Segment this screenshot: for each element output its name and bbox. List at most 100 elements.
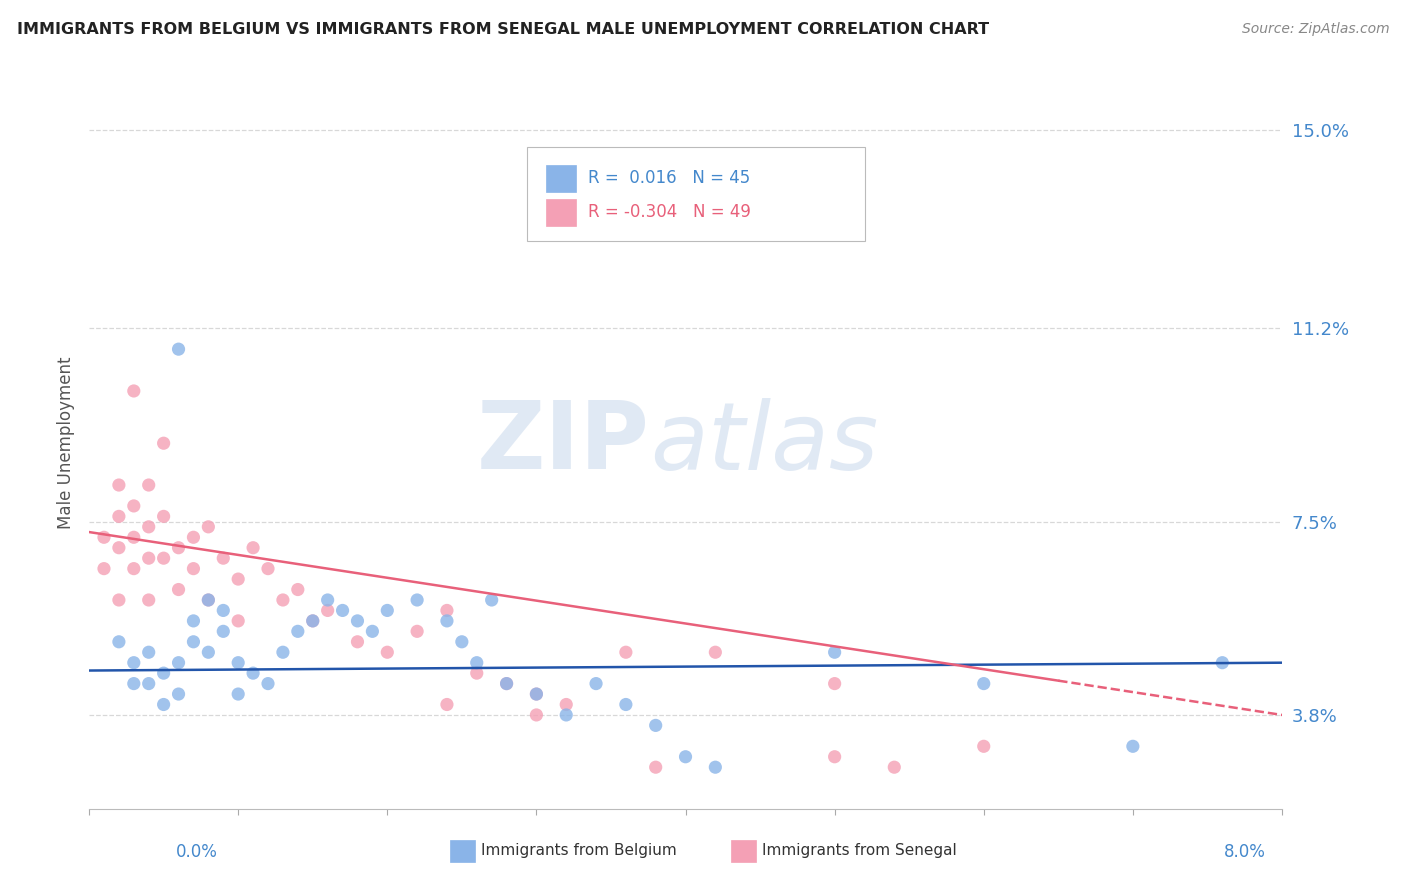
Point — [316, 593, 339, 607]
Point — [526, 708, 548, 723]
Text: Immigrants from Senegal: Immigrants from Senegal — [762, 843, 957, 857]
Point — [704, 760, 727, 774]
Point — [465, 656, 488, 670]
Text: Source: ZipAtlas.com: Source: ZipAtlas.com — [1241, 22, 1389, 37]
Point — [704, 645, 727, 659]
Point — [226, 656, 249, 670]
Point — [346, 634, 368, 648]
Point — [122, 384, 145, 398]
Point — [301, 614, 323, 628]
Point — [1211, 656, 1233, 670]
Point — [555, 698, 578, 712]
Point — [152, 509, 174, 524]
Point — [122, 676, 145, 690]
Text: Immigrants from Belgium: Immigrants from Belgium — [481, 843, 676, 857]
Point — [122, 656, 145, 670]
Point — [316, 603, 339, 617]
Point — [167, 687, 190, 701]
Text: R =  0.016   N = 45: R = 0.016 N = 45 — [588, 169, 749, 187]
Point — [212, 551, 235, 566]
Point — [465, 666, 488, 681]
Point — [108, 634, 131, 648]
Point — [108, 541, 131, 555]
Point — [183, 634, 205, 648]
Point — [883, 760, 905, 774]
Point — [138, 520, 160, 534]
Point — [257, 676, 280, 690]
Point — [346, 614, 368, 628]
Point — [973, 676, 995, 690]
Point — [167, 342, 190, 356]
Point — [197, 593, 219, 607]
Point — [824, 676, 846, 690]
Point — [450, 634, 472, 648]
Point — [152, 551, 174, 566]
Text: 8.0%: 8.0% — [1223, 843, 1265, 861]
Text: atlas: atlas — [650, 398, 877, 489]
Point — [973, 739, 995, 754]
Text: 0.0%: 0.0% — [176, 843, 218, 861]
Point — [138, 478, 160, 492]
Point — [152, 436, 174, 450]
Point — [526, 687, 548, 701]
Point — [138, 676, 160, 690]
Point — [287, 624, 309, 639]
Point — [197, 520, 219, 534]
Point — [242, 666, 264, 681]
Point — [183, 561, 205, 575]
Y-axis label: Male Unemployment: Male Unemployment — [58, 357, 75, 530]
Point — [138, 593, 160, 607]
Point — [481, 593, 503, 607]
Point — [332, 603, 354, 617]
Point — [226, 687, 249, 701]
Point — [614, 698, 637, 712]
Point — [226, 614, 249, 628]
Point — [555, 708, 578, 723]
Point — [226, 572, 249, 586]
Point — [675, 749, 697, 764]
Point — [1122, 739, 1144, 754]
Point — [301, 614, 323, 628]
Point — [526, 687, 548, 701]
Point — [167, 582, 190, 597]
Point — [614, 645, 637, 659]
Point — [152, 666, 174, 681]
Point — [138, 645, 160, 659]
Point — [93, 530, 115, 544]
Point — [152, 698, 174, 712]
Point — [122, 530, 145, 544]
Point — [93, 561, 115, 575]
Point — [585, 676, 607, 690]
Point — [436, 603, 458, 617]
Point — [108, 593, 131, 607]
Point — [375, 603, 398, 617]
Point — [108, 509, 131, 524]
Point — [122, 561, 145, 575]
Point — [824, 645, 846, 659]
Point — [183, 530, 205, 544]
Point — [167, 541, 190, 555]
Point — [406, 593, 429, 607]
Point — [271, 645, 294, 659]
Point — [167, 656, 190, 670]
Text: IMMIGRANTS FROM BELGIUM VS IMMIGRANTS FROM SENEGAL MALE UNEMPLOYMENT CORRELATION: IMMIGRANTS FROM BELGIUM VS IMMIGRANTS FR… — [17, 22, 988, 37]
Point — [495, 676, 517, 690]
Point — [212, 624, 235, 639]
Point — [108, 478, 131, 492]
Point — [824, 749, 846, 764]
Point — [197, 593, 219, 607]
Point — [271, 593, 294, 607]
Point — [644, 718, 666, 732]
Point — [495, 676, 517, 690]
Point — [122, 499, 145, 513]
Point — [138, 551, 160, 566]
Point — [242, 541, 264, 555]
Point — [436, 614, 458, 628]
Point — [436, 698, 458, 712]
Point — [197, 645, 219, 659]
Point — [212, 603, 235, 617]
Point — [287, 582, 309, 597]
Point — [183, 614, 205, 628]
Point — [644, 760, 666, 774]
Point — [406, 624, 429, 639]
